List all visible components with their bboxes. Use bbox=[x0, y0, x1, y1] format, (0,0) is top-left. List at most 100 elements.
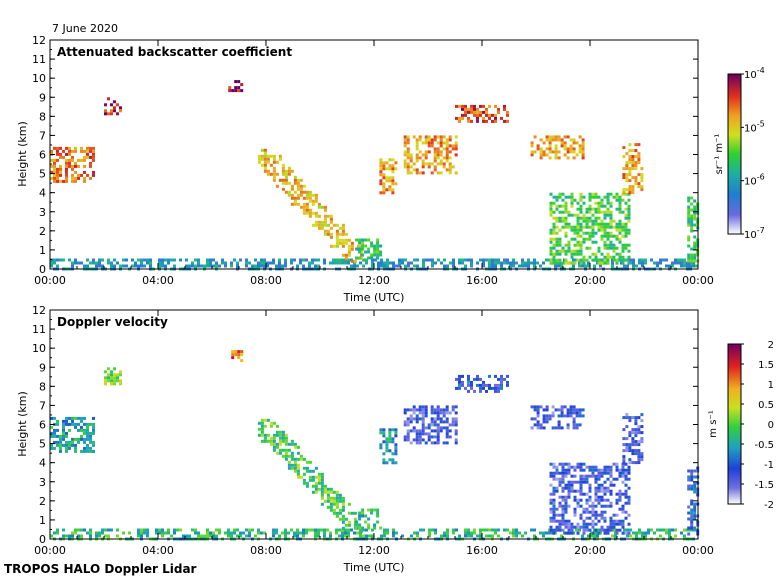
data-cell bbox=[631, 191, 635, 195]
data-cell bbox=[394, 434, 398, 438]
data-cell bbox=[296, 534, 299, 538]
data-cell bbox=[552, 504, 556, 508]
data-cell bbox=[376, 241, 380, 245]
data-cell bbox=[361, 526, 365, 530]
data-cell bbox=[71, 440, 74, 444]
data-cell bbox=[549, 474, 553, 478]
data-cell bbox=[609, 204, 613, 208]
data-cell bbox=[65, 164, 68, 168]
data-cell bbox=[582, 480, 586, 484]
data-cell bbox=[71, 419, 74, 423]
data-cell bbox=[558, 219, 562, 223]
data-cell bbox=[373, 244, 377, 248]
data-cell bbox=[410, 534, 413, 538]
data-cell bbox=[494, 531, 497, 535]
data-cell bbox=[206, 261, 209, 265]
data-cell bbox=[575, 153, 579, 157]
data-cell bbox=[597, 519, 601, 523]
data-cell bbox=[588, 195, 592, 199]
data-cell bbox=[314, 199, 318, 203]
data-cell bbox=[687, 211, 691, 215]
data-cell bbox=[409, 429, 413, 433]
data-cell bbox=[585, 231, 589, 235]
data-cell bbox=[391, 179, 395, 183]
data-cell bbox=[690, 214, 694, 218]
data-cell bbox=[611, 534, 614, 538]
y-tick-label: 7 bbox=[39, 399, 46, 412]
data-cell bbox=[382, 182, 386, 186]
data-cell bbox=[573, 231, 577, 235]
data-cell bbox=[555, 465, 559, 469]
data-cell bbox=[687, 214, 691, 218]
data-cell bbox=[624, 216, 628, 220]
data-cell bbox=[640, 167, 644, 171]
data-cell bbox=[110, 370, 113, 374]
data-cell bbox=[427, 162, 431, 166]
data-cell bbox=[609, 474, 613, 478]
data-cell bbox=[278, 433, 282, 437]
data-cell bbox=[690, 475, 694, 479]
data-cell bbox=[230, 534, 233, 538]
data-cell bbox=[290, 454, 294, 458]
data-cell bbox=[612, 258, 616, 262]
data-cell bbox=[454, 141, 458, 145]
data-cell bbox=[579, 492, 583, 496]
data-cell bbox=[609, 504, 613, 508]
data-cell bbox=[690, 478, 694, 482]
data-cell bbox=[582, 531, 586, 535]
data-cell bbox=[564, 210, 568, 214]
data-cell bbox=[506, 528, 509, 532]
data-cell bbox=[464, 531, 467, 535]
data-cell bbox=[470, 107, 473, 111]
data-cell bbox=[564, 219, 568, 223]
data-cell bbox=[446, 264, 449, 268]
data-cell bbox=[570, 198, 574, 202]
data-cell bbox=[497, 107, 500, 111]
data-cell bbox=[245, 261, 248, 265]
data-cell bbox=[692, 261, 695, 265]
data-cell bbox=[561, 249, 565, 253]
data-cell bbox=[92, 449, 95, 453]
data-cell bbox=[515, 534, 518, 538]
data-cell bbox=[56, 258, 59, 262]
data-cell bbox=[443, 534, 446, 538]
data-cell bbox=[74, 179, 77, 183]
data-cell bbox=[353, 517, 357, 521]
data-cell bbox=[227, 528, 230, 532]
data-cell bbox=[603, 480, 607, 484]
data-cell bbox=[625, 443, 629, 447]
data-cell bbox=[452, 528, 455, 532]
data-cell bbox=[485, 113, 488, 117]
data-cell bbox=[341, 534, 344, 538]
data-cell bbox=[628, 155, 632, 159]
data-cell bbox=[281, 172, 285, 176]
data-cell bbox=[576, 252, 580, 256]
data-cell bbox=[161, 531, 164, 535]
data-cell bbox=[320, 528, 323, 532]
data-cell bbox=[320, 484, 324, 488]
data-cell bbox=[628, 149, 632, 153]
data-cell bbox=[554, 153, 558, 157]
data-cell bbox=[410, 261, 413, 265]
data-cell bbox=[404, 264, 407, 268]
data-cell bbox=[637, 416, 641, 420]
data-cell bbox=[564, 231, 568, 235]
data-cell bbox=[693, 244, 697, 248]
data-cell bbox=[461, 374, 464, 378]
x-axis-label: Time (UTC) bbox=[343, 561, 405, 574]
data-cell bbox=[212, 258, 215, 262]
data-cell bbox=[564, 258, 568, 262]
data-cell bbox=[628, 161, 632, 165]
data-cell bbox=[113, 376, 116, 380]
data-cell bbox=[597, 531, 601, 535]
data-cell bbox=[212, 534, 215, 538]
data-cell bbox=[305, 211, 309, 215]
data-cell bbox=[686, 264, 689, 268]
data-cell bbox=[95, 264, 98, 268]
data-cell bbox=[385, 440, 389, 444]
data-cell bbox=[637, 440, 641, 444]
data-cell bbox=[615, 237, 619, 241]
data-cell bbox=[320, 481, 324, 485]
data-cell bbox=[350, 511, 354, 515]
